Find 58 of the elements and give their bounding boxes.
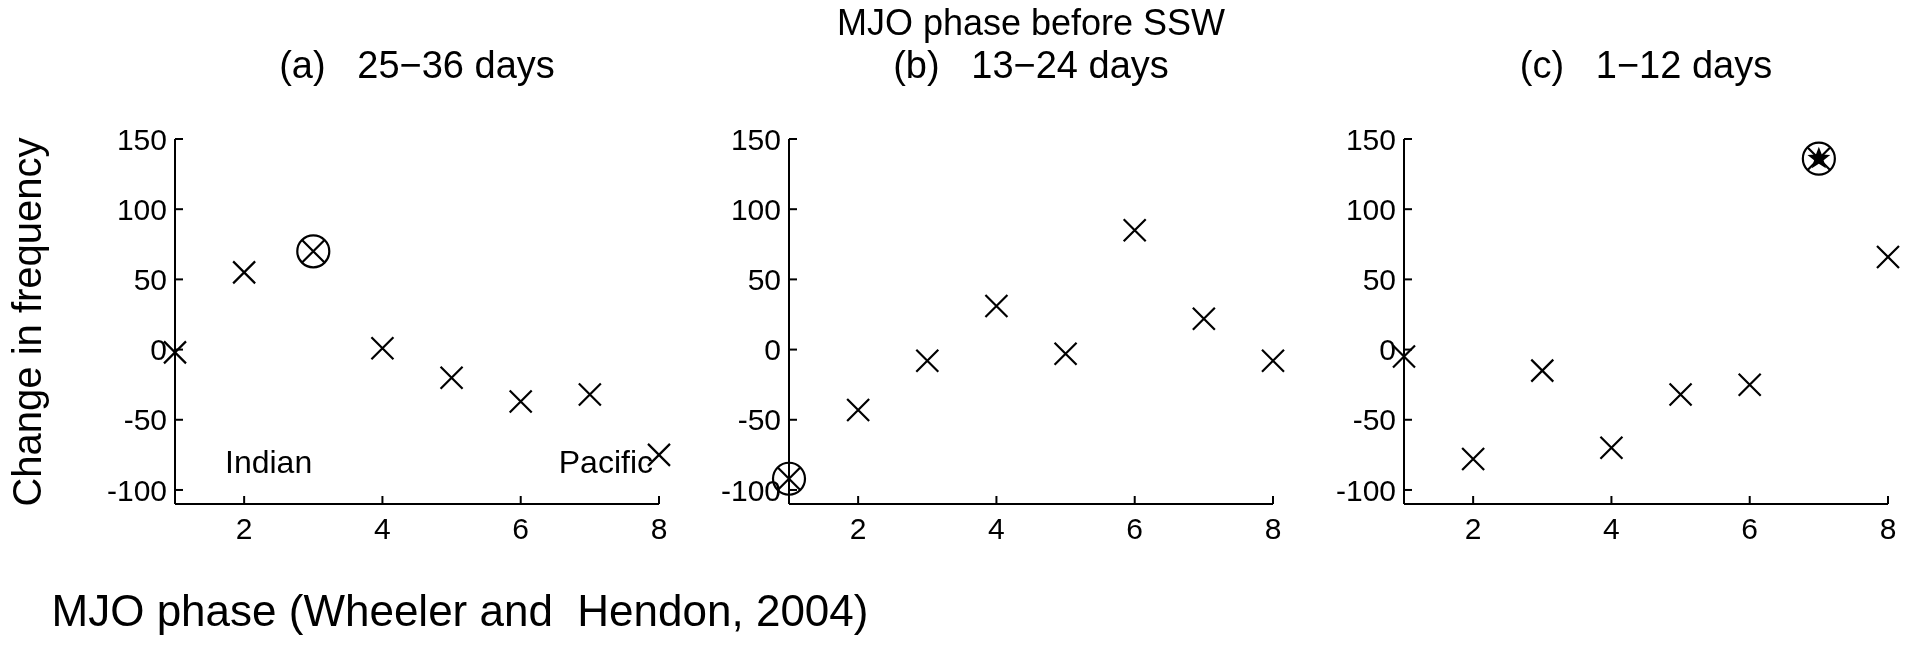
point (1530, 358, 1555, 383)
y-tick-label: -50 (1352, 403, 1396, 437)
y-tick-label: 100 (116, 192, 167, 226)
y-tick-label: -100 (1335, 473, 1396, 507)
point (296, 234, 331, 269)
point (1191, 306, 1216, 331)
point (1875, 244, 1901, 270)
y-tick-label: 0 (150, 333, 167, 367)
point (1122, 218, 1147, 243)
chart-title: (c) 1−12 days (1518, 44, 1774, 87)
annotation: Indian (225, 444, 313, 481)
point (439, 365, 464, 390)
x-tick-label: 6 (1126, 512, 1144, 546)
x-tick-label: 2 (1464, 512, 1482, 546)
y-tick-label: 50 (747, 263, 781, 297)
point (1260, 348, 1286, 373)
point (1801, 141, 1836, 176)
x-tick-label: 2 (235, 512, 253, 546)
x-tick-label: 4 (988, 512, 1005, 546)
x-tick-label: 8 (650, 512, 668, 546)
point (984, 293, 1009, 319)
point (1053, 341, 1078, 366)
x-tick-label: 4 (374, 512, 391, 546)
point (915, 348, 940, 373)
y-tick-label: 150 (1345, 122, 1396, 156)
x-tick-label: 8 (1879, 512, 1897, 546)
y-tick-label: 100 (1345, 192, 1396, 226)
y-tick-label: 50 (1362, 263, 1396, 297)
x-tick-label: 4 (1603, 512, 1620, 546)
point (1737, 372, 1762, 397)
chart-subtitle: (b) 13−24 days (892, 44, 1170, 87)
y-tick-label: -50 (123, 403, 167, 437)
point (1599, 435, 1624, 460)
chart-title: MJO phase before SSW (835, 2, 1227, 44)
y-tick-label: 150 (730, 122, 781, 156)
x-tick-label: 6 (1741, 512, 1759, 546)
point (846, 397, 871, 423)
point (370, 336, 395, 361)
y-tick-label: -100 (106, 473, 167, 507)
x-tick-label: 8 (1264, 512, 1282, 546)
chart-title: (a) 25−36 days (278, 44, 556, 87)
y-tick-label: 150 (116, 122, 167, 156)
y-tick-label: 0 (1379, 333, 1396, 367)
y-tick-label: 50 (133, 263, 167, 297)
y-tick-label: 100 (730, 192, 781, 226)
y-tick-label: 0 (764, 333, 781, 367)
point (1461, 446, 1486, 472)
point (508, 389, 533, 414)
x-axis-title: MJO phase (Wheeler and Hendon, 2004) (50, 586, 870, 636)
point (577, 382, 602, 407)
x-tick-label: 6 (512, 512, 530, 546)
y-tick-label: -50 (737, 403, 781, 437)
y-tick-label: -100 (720, 473, 781, 507)
x-tick-label: 2 (849, 512, 867, 546)
y-axis-title: Change in frequency (5, 135, 50, 509)
annotation: Pacific (558, 444, 653, 481)
point (1668, 382, 1693, 407)
point (232, 260, 257, 285)
